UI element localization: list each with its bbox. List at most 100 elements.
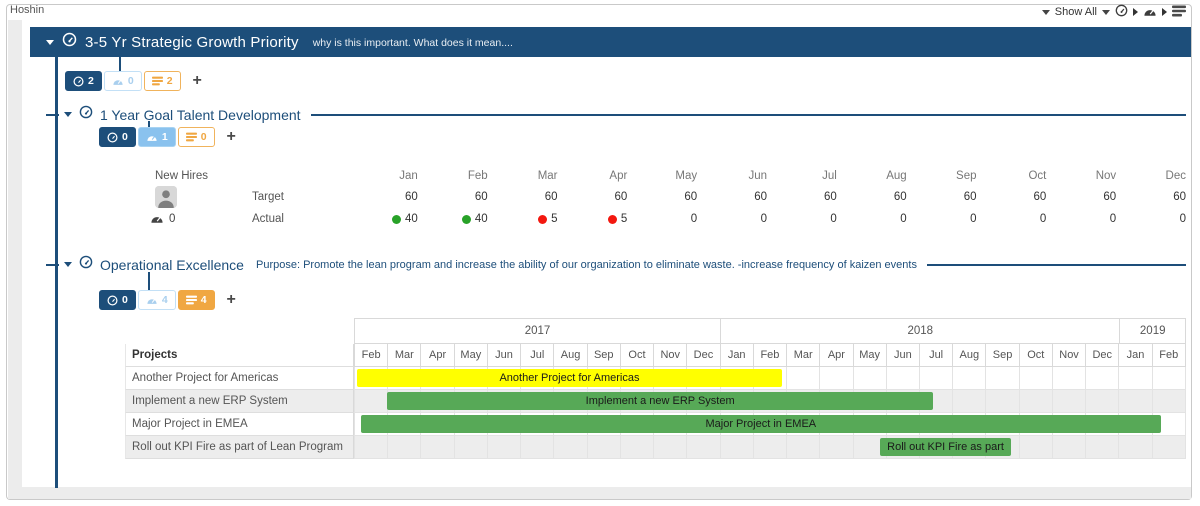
goal-section-title: 1 Year Goal Talent Development — [100, 106, 301, 123]
gantt-month-header: May — [453, 344, 487, 367]
gantt-grid-cell — [1051, 436, 1086, 459]
collapse-caret-icon[interactable] — [64, 262, 72, 267]
status-dot-green — [461, 214, 471, 224]
page-title: Hoshin — [10, 4, 45, 16]
kpi-name: New Hires — [155, 170, 209, 182]
target-row-label: Target — [252, 191, 284, 203]
collapse-caret-icon[interactable] — [46, 39, 54, 45]
kpi-month-label: Apr — [609, 170, 628, 182]
gantt-grid-cell — [586, 436, 620, 459]
objectives-count-badge[interactable]: 2 — [65, 71, 102, 91]
gantt-grid-cell — [719, 436, 753, 459]
gantt-month-header: Aug — [952, 344, 986, 367]
gantt-month-header: May — [852, 344, 886, 367]
kpi-target-value: 60 — [1103, 191, 1117, 203]
kpis-count-badge[interactable]: 0 — [103, 71, 142, 91]
gantt-month-header: Jan — [719, 344, 753, 367]
gantt-grid-cell — [1085, 367, 1119, 390]
gantt-month-header: Apr — [819, 344, 853, 367]
kpi-actual-value: 0 — [1116, 213, 1186, 225]
avatar-cell — [142, 186, 252, 208]
gantt-grid-cell — [819, 367, 853, 390]
projects-count-badge[interactable]: 4 — [177, 290, 215, 310]
root-objective-header[interactable]: 3-5 Yr Strategic Growth Priority why is … — [30, 27, 1191, 57]
kpis-count-badge[interactable]: 4 — [137, 290, 176, 310]
objective-icon[interactable] — [1115, 4, 1128, 20]
gantt-project-label: Roll out KPI Fire as part of Lean Progra… — [125, 436, 354, 459]
gantt-grid-cell — [985, 367, 1019, 390]
kpis-count-badge[interactable]: 1 — [137, 127, 176, 147]
add-item-button[interactable]: + — [226, 128, 236, 145]
gantt-bar[interactable]: Another Project for Americas — [357, 369, 782, 387]
gantt-year-header: 2019 — [1119, 318, 1186, 344]
gantt-month-header: Nov — [653, 344, 687, 367]
projects-list-icon[interactable] — [1172, 5, 1186, 20]
gantt-bar[interactable]: Major Project in EMEA — [360, 415, 1162, 433]
tree-line — [55, 57, 58, 488]
kpi-target-value: 60 — [544, 191, 558, 203]
root-objective-subtitle: why is this important. What does it mean… — [312, 37, 513, 49]
chevron-down-icon[interactable] — [1041, 9, 1050, 15]
gantt-month-header: Jan — [1118, 344, 1152, 367]
kpi-target-value: 60 — [754, 191, 767, 203]
tree-dash — [46, 263, 59, 266]
add-item-button[interactable]: + — [192, 72, 202, 89]
gantt-month-header: Jul — [918, 344, 953, 367]
gantt-grid-cell — [387, 436, 421, 459]
add-item-button[interactable]: + — [226, 291, 236, 308]
chevron-down-icon[interactable] — [1102, 9, 1110, 15]
collapse-caret-icon[interactable] — [64, 112, 72, 117]
kpi-actual-value: 0 — [1046, 213, 1116, 225]
kpi-actual-value: 0 — [697, 213, 767, 225]
gantt-bar[interactable]: Roll out KPI Fire as part — [879, 438, 1012, 456]
gantt-grid-cell — [420, 436, 454, 459]
gantt-grid-cell — [985, 390, 1019, 413]
gantt-row: Implement a new ERP System Implement a ne… — [125, 390, 1186, 413]
show-all-label[interactable]: Show All — [1054, 6, 1097, 18]
gantt-grid-cell — [852, 367, 886, 390]
gantt-month-header: Sep — [586, 344, 620, 367]
gantt-grid-cell — [786, 367, 820, 390]
kpi-month-label: Mar — [537, 170, 558, 182]
chevron-right-icon — [1162, 8, 1167, 16]
goal-section-header: 1 Year Goal Talent Development — [46, 105, 1186, 124]
kpi-actual-value: 0 — [907, 213, 976, 225]
gantt-grid-cell — [819, 436, 853, 459]
kpi-gauge-icon[interactable] — [1143, 5, 1157, 20]
gantt-header-spacer — [125, 318, 354, 344]
root-badges: 2 0 2 + — [65, 71, 202, 91]
kpi-actual-value: 40 — [418, 213, 488, 225]
kpi-target-value: 60 — [684, 191, 698, 203]
projects-count-badge[interactable]: 0 — [177, 127, 215, 147]
gantt-grid-cell — [354, 413, 388, 436]
kpi-actual-number: 0 — [1039, 213, 1047, 225]
gantt-month-row: Projects Feb Mar Apr May Jun Jul Aug Sep Oct Nov De… — [125, 344, 1186, 367]
kpi-target-value: 60 — [405, 191, 418, 203]
opex-purpose-text: Purpose: Promote the lean program and in… — [255, 258, 917, 271]
objective-icon — [79, 105, 93, 124]
kpi-table: New Hires Jan Feb Mar Apr May Jun Jul Aug Sep Oct N… — [142, 166, 1186, 230]
gantt-grid-cell — [786, 436, 820, 459]
gantt-month-header: Feb — [752, 344, 787, 367]
gantt-bar[interactable]: Implement a new ERP System — [387, 392, 934, 410]
kpi-actual-number: 0 — [1179, 213, 1186, 225]
gantt-grid-cell — [1018, 390, 1052, 413]
gantt-grid-cell — [453, 436, 487, 459]
gantt-month-header: Oct — [1018, 344, 1052, 367]
kpi-month-label: Aug — [886, 170, 907, 182]
kpi-actual-value: 0 — [837, 213, 906, 225]
projects-count-badge[interactable]: 2 — [143, 71, 181, 91]
kpi-gauge-icon — [150, 212, 164, 227]
gantt-grid-cell — [918, 367, 953, 390]
opex-section-title: Operational Excellence — [100, 256, 244, 273]
tree-connector — [148, 272, 150, 290]
avatar[interactable] — [155, 186, 177, 208]
opex-section-header: Operational Excellence Purpose: Promote … — [46, 255, 1186, 273]
objectives-count-badge[interactable]: 0 — [99, 290, 136, 310]
kpi-month-label: Jul — [822, 170, 837, 182]
kpi-actual-number: 0 — [690, 213, 698, 225]
kpi-owner: 0 — [142, 212, 252, 227]
objectives-count-badge[interactable]: 0 — [99, 127, 136, 147]
gantt-grid-cell — [1118, 436, 1152, 459]
gantt-grid-cell — [1018, 367, 1052, 390]
